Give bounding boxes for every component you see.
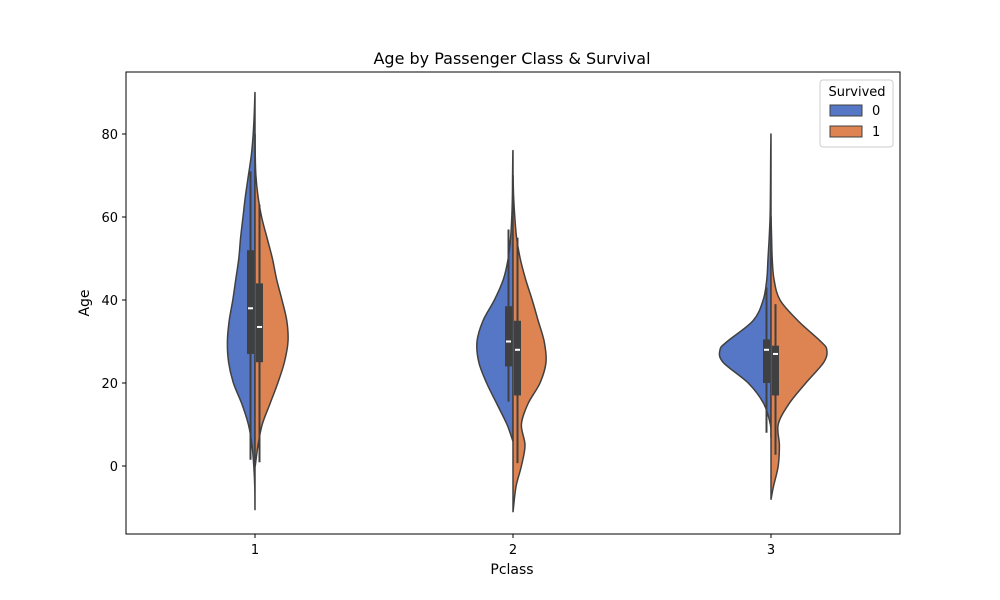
x-tick-label: 3 [767, 543, 775, 558]
box-3-survived-1 [772, 345, 779, 396]
box-1-survived-1 [256, 283, 263, 363]
violin-half-1-survived-1 [254, 133, 289, 467]
y-tick-label: 20 [101, 377, 118, 392]
chart-title: Age by Passenger Class & Survival [373, 49, 650, 68]
x-tick-label: 2 [509, 543, 517, 558]
y-tick-label: 80 [101, 128, 118, 143]
legend-title: Survived [828, 85, 885, 100]
legend-label-1: 1 [872, 125, 880, 140]
violin-half-3-survived-1 [770, 216, 828, 500]
y-tick-label: 60 [101, 211, 118, 226]
legend-swatch-1 [829, 125, 863, 138]
box-3-survived-0 [763, 339, 770, 383]
y-tick-label: 0 [110, 460, 118, 475]
legend: Survived 0 1 [819, 79, 894, 148]
violin-half-3-survived-0 [718, 133, 772, 438]
box-1-survived-0 [247, 250, 254, 354]
y-axis-label: Age [77, 289, 93, 316]
y-axis: 0 20 40 60 80 [101, 128, 126, 475]
box-2-survived-0 [505, 306, 512, 367]
violin-half-2-survived-1 [512, 174, 547, 513]
legend-label-0: 0 [872, 104, 880, 119]
box-2-survived-1 [514, 320, 521, 396]
x-axis: 1 2 3 [251, 534, 775, 558]
y-tick-label: 40 [101, 294, 118, 309]
plot-area [226, 91, 828, 513]
legend-swatch-0 [829, 104, 863, 117]
x-axis-label: Pclass [490, 562, 533, 578]
x-tick-label: 1 [251, 543, 259, 558]
